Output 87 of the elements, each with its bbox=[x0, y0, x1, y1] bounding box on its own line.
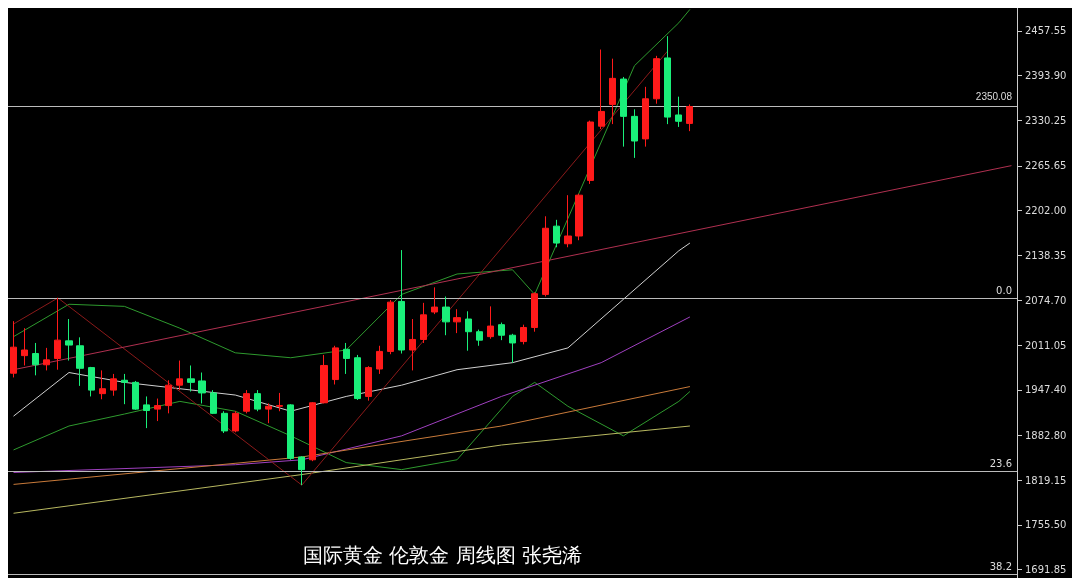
line-series bbox=[13, 425, 691, 514]
candlestick bbox=[165, 379, 172, 414]
candlestick bbox=[520, 324, 527, 345]
line-series bbox=[13, 386, 691, 485]
y-tick-label: 2393.90 bbox=[1025, 70, 1067, 82]
candlestick bbox=[431, 286, 438, 315]
candlestick bbox=[531, 291, 538, 333]
candlestick bbox=[110, 373, 117, 397]
y-tick-label: 1819.15 bbox=[1025, 474, 1067, 486]
candlestick bbox=[509, 333, 516, 364]
candlestick bbox=[620, 76, 627, 148]
candlestick bbox=[487, 305, 494, 340]
candlestick bbox=[121, 373, 128, 405]
candlestick bbox=[387, 299, 394, 355]
candlestick bbox=[575, 193, 583, 241]
candlestick bbox=[198, 372, 206, 404]
candlestick bbox=[243, 389, 250, 414]
candlestick bbox=[232, 410, 239, 433]
candlestick bbox=[343, 342, 350, 375]
candlestick bbox=[176, 360, 183, 391]
y-tick-label: 1691.85 bbox=[1025, 564, 1067, 576]
candlestick bbox=[143, 395, 150, 429]
y-tick-label: 2330.25 bbox=[1025, 114, 1067, 126]
candlestick bbox=[675, 96, 682, 128]
line-series bbox=[13, 50, 669, 486]
candlestick bbox=[398, 249, 405, 355]
candlestick bbox=[187, 364, 195, 393]
candlestick bbox=[65, 318, 73, 362]
candlestick bbox=[210, 389, 217, 415]
candlestick bbox=[642, 86, 649, 148]
candlestick bbox=[265, 402, 272, 424]
candlestick bbox=[132, 380, 139, 411]
candlestick bbox=[154, 398, 161, 422]
candlestick bbox=[598, 49, 605, 130]
y-tick-label: 2202.00 bbox=[1025, 205, 1067, 217]
candlestick bbox=[76, 336, 84, 387]
line-series bbox=[13, 316, 691, 473]
candlestick bbox=[542, 215, 549, 298]
candlestick bbox=[332, 345, 339, 385]
candlestick bbox=[309, 401, 316, 462]
candlestick bbox=[686, 103, 693, 132]
ref-line-label: 2350.08 bbox=[975, 90, 1013, 102]
candlestick bbox=[354, 354, 361, 401]
y-tick-label: 1947.40 bbox=[1025, 384, 1067, 396]
candlestick bbox=[653, 55, 660, 105]
candlestick bbox=[365, 365, 372, 402]
line-series bbox=[13, 242, 691, 417]
candlestick bbox=[609, 58, 616, 125]
candlestick bbox=[465, 310, 472, 352]
candlestick bbox=[10, 320, 17, 378]
candlestick bbox=[99, 369, 106, 400]
text: 国际黄金 伦敦金 周线图 张尧浠 bbox=[303, 543, 583, 567]
candlestick bbox=[54, 297, 61, 371]
y-tick-label: 1755.50 bbox=[1025, 519, 1067, 531]
annotation: 0.0 bbox=[996, 285, 1012, 297]
y-tick-label: 2074.70 bbox=[1025, 294, 1067, 306]
y-tick-label: 1882.80 bbox=[1025, 429, 1067, 441]
annotation: 23.6 bbox=[989, 458, 1012, 470]
candlestick bbox=[476, 329, 483, 347]
candlestick bbox=[442, 296, 450, 336]
candlestick bbox=[88, 366, 95, 397]
candlestick bbox=[564, 194, 572, 248]
y-tick-label: 2138.35 bbox=[1025, 249, 1067, 261]
candlestick bbox=[43, 347, 50, 371]
candlestick bbox=[287, 403, 294, 461]
candlestick bbox=[298, 455, 305, 486]
candlestick bbox=[320, 354, 328, 404]
candlestick bbox=[21, 327, 28, 366]
annotation: 38.2 bbox=[989, 560, 1012, 572]
candlestick bbox=[376, 345, 383, 375]
candlestick bbox=[631, 108, 638, 159]
candlestick bbox=[453, 308, 461, 334]
line-series bbox=[13, 381, 691, 471]
candlestick bbox=[32, 342, 39, 376]
line-series bbox=[13, 8, 691, 359]
y-tick-label: 2265.65 bbox=[1025, 160, 1067, 172]
y-tick-label: 2457.55 bbox=[1025, 25, 1067, 37]
candlestick bbox=[498, 322, 505, 341]
candlestick bbox=[664, 35, 671, 125]
candlestick bbox=[254, 389, 261, 412]
candlestick bbox=[221, 410, 228, 434]
candlestick bbox=[420, 302, 427, 344]
candlestick bbox=[587, 120, 594, 185]
candlestick bbox=[409, 318, 416, 371]
candlestick bbox=[276, 392, 283, 412]
candlestick bbox=[553, 219, 560, 248]
y-tick-label: 2011.05 bbox=[1025, 339, 1067, 351]
